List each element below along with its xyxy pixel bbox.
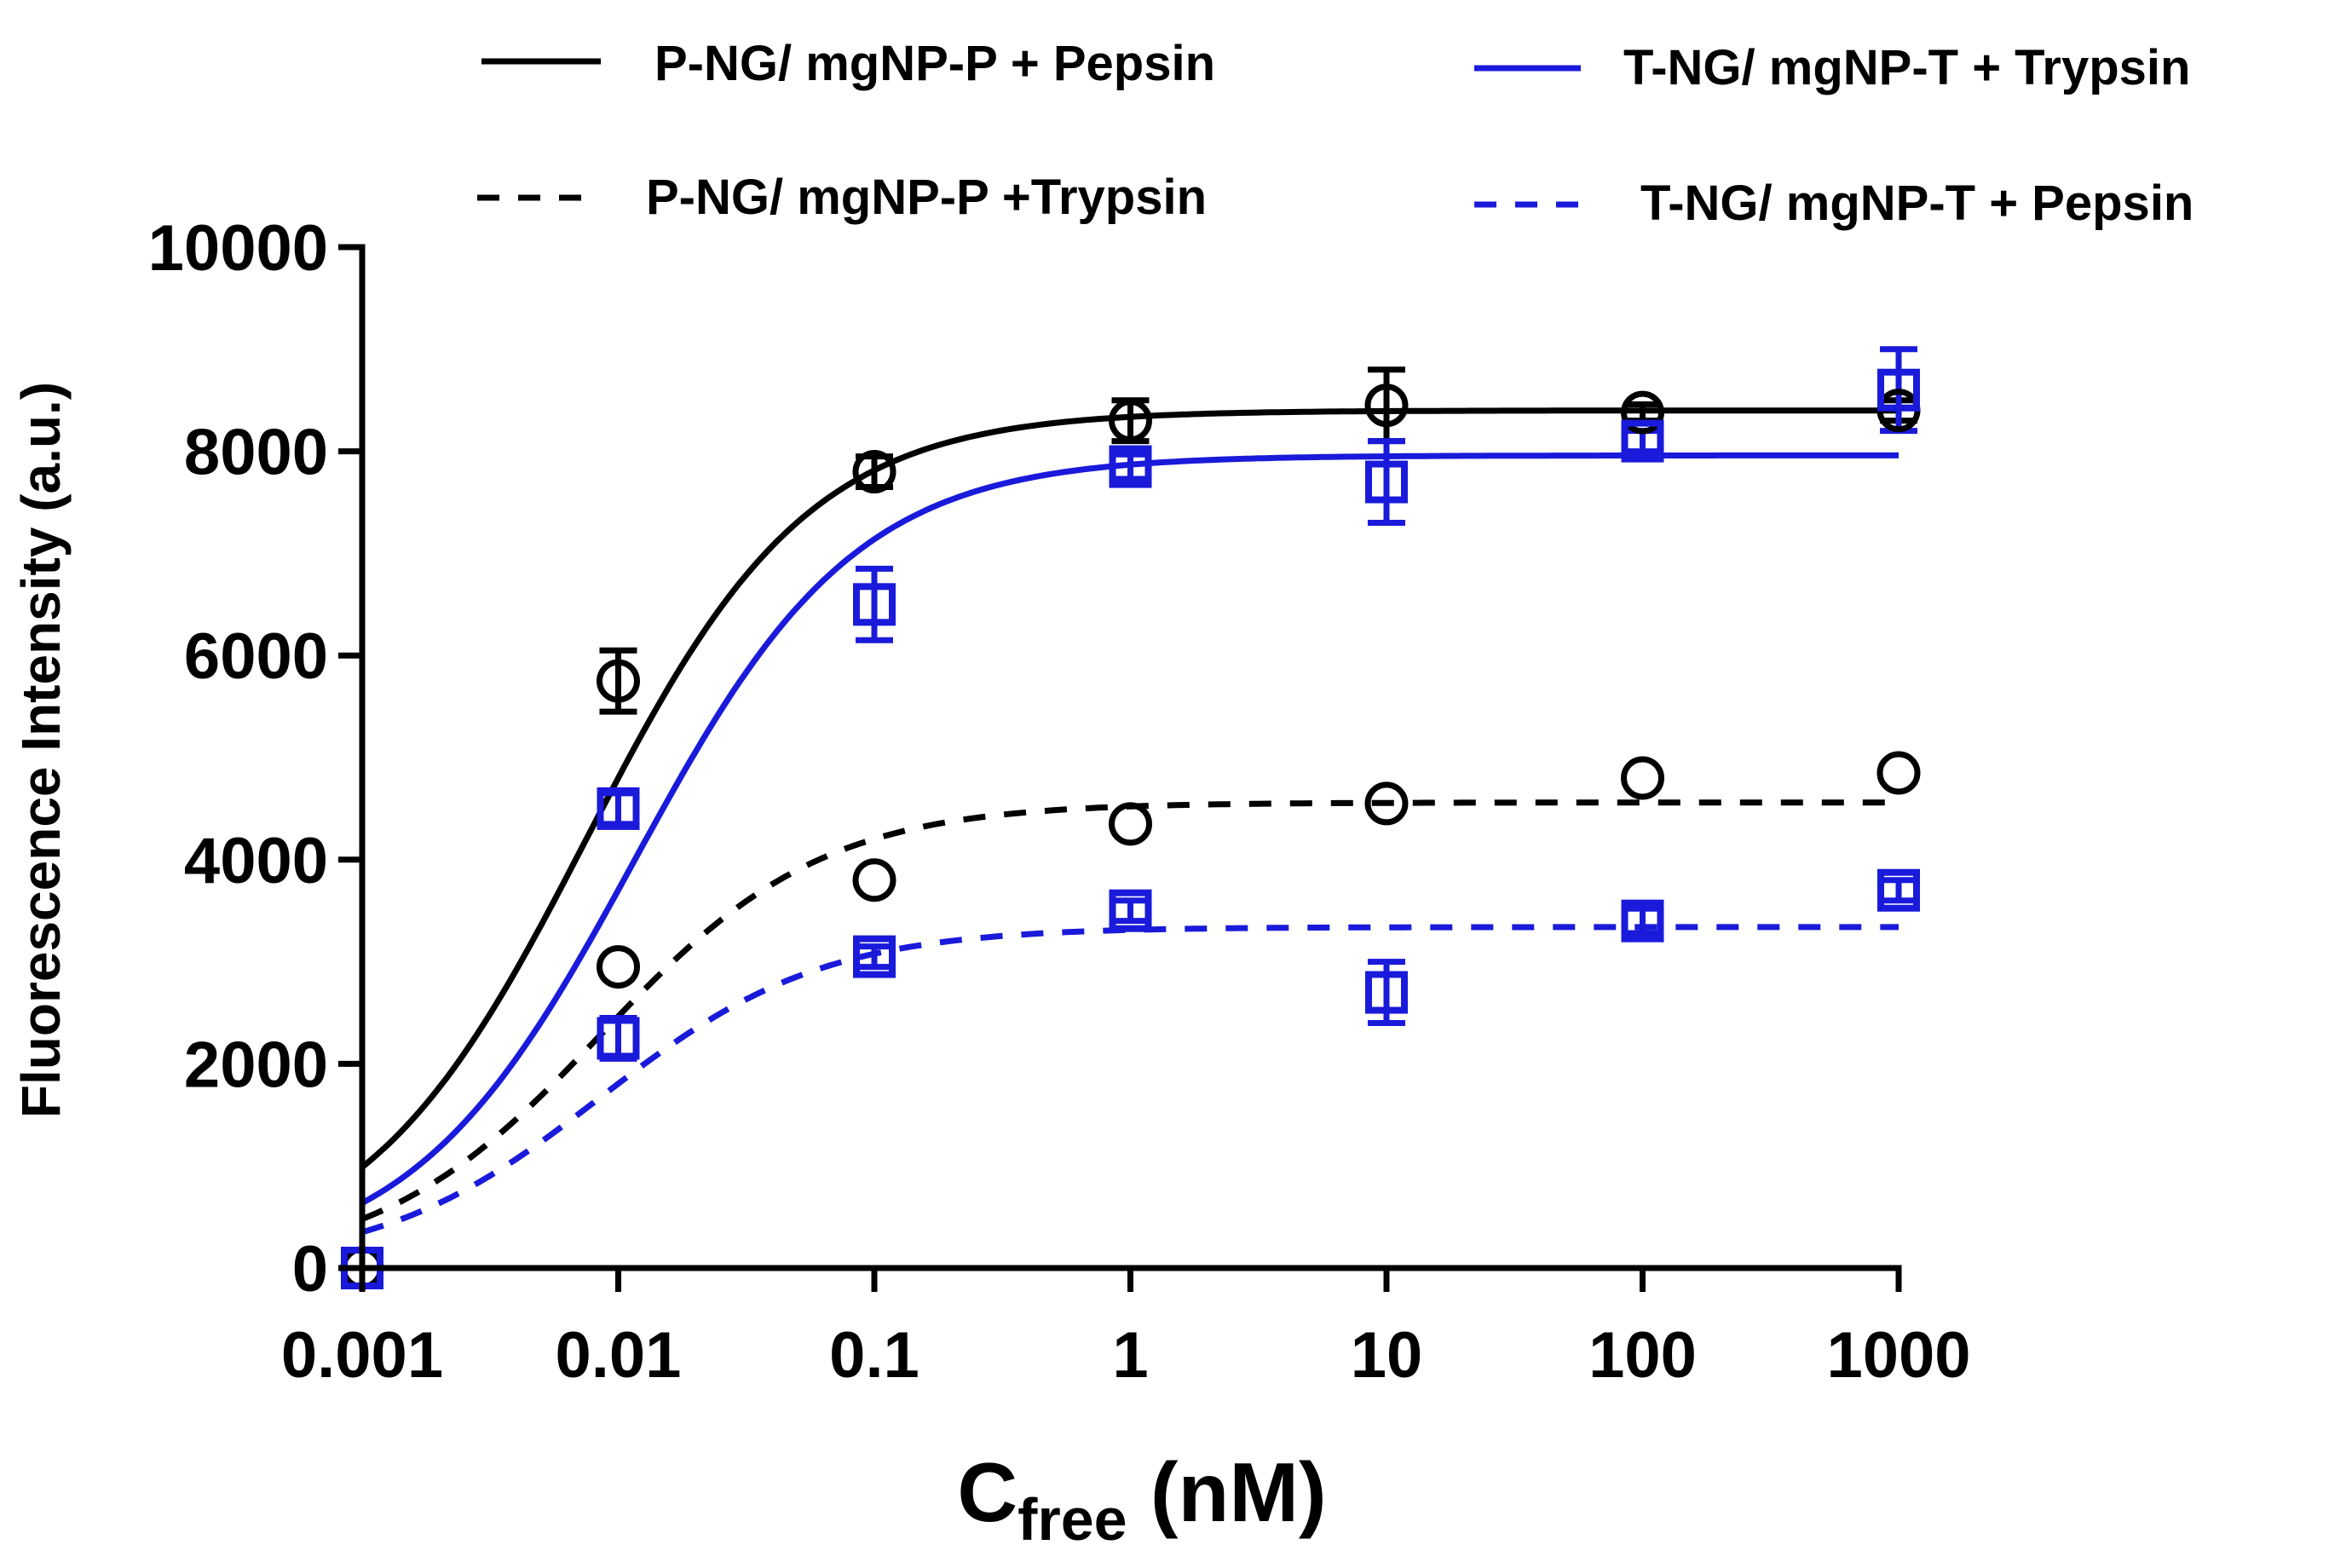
data-point-circle: [597, 659, 640, 703]
data-point-circle: [852, 858, 896, 902]
legend-item: T-NG/ mgNP-T + Trypsin: [1474, 40, 2190, 95]
x-tick-label: 0.1: [829, 1319, 919, 1392]
fit-curves-group: [360, 407, 1899, 1236]
data-point-square: [1877, 868, 1920, 912]
data-point-square: [1621, 419, 1664, 463]
fit-curve: [360, 799, 1899, 1222]
data-point-square: [853, 583, 896, 626]
y-tick-label: 2000: [184, 1029, 328, 1101]
fit-curve: [360, 407, 1899, 1170]
x-axis-title-main: C: [957, 1445, 1017, 1539]
data-point-square: [1877, 368, 1920, 412]
data-point-circle: [1621, 390, 1664, 435]
y-tick-label: 8000: [184, 417, 328, 489]
data-point-circle: [1109, 802, 1152, 846]
data-point-square: [597, 787, 640, 830]
x-axis-title-subscript: free: [1017, 1486, 1127, 1553]
data-point-square: [597, 1017, 640, 1060]
legend-label: T-NG/ mgNP-T + Trypsin: [1623, 40, 2190, 95]
legend-item: P-NG/ mgNP-P +Trypsin: [477, 170, 1207, 225]
y-axis-title: Fluorescence Intensity (a.u.): [10, 382, 72, 1118]
y-tick-label: 4000: [184, 825, 328, 897]
data-point-square: [853, 935, 896, 978]
x-tick-label: 1000: [1826, 1319, 1970, 1392]
data-point-square: [1109, 889, 1152, 932]
y-tick-label: 0: [292, 1233, 328, 1306]
x-tick-label: 100: [1588, 1319, 1697, 1392]
legend: P-NG/ mgNP-P + Pepsin T-NG/ mgNP-T + Try…: [477, 36, 2194, 231]
data-point-square: [1621, 899, 1664, 943]
legend-item: T-NG/ mgNP-T + Pepsin: [1474, 176, 2194, 231]
data-point-circle: [597, 945, 640, 989]
x-ticks-group: 0.001 0.01 0.1 1 10 100 1000: [281, 1268, 1971, 1392]
data-point-circle: [1364, 383, 1409, 428]
data-point-circle: [1109, 399, 1152, 443]
x-axis-title-unit: (nM): [1127, 1445, 1327, 1539]
x-tick-label: 1: [1112, 1319, 1148, 1392]
data-point-circle: [1621, 756, 1664, 800]
data-point-circle: [1876, 751, 1921, 795]
y-tick-label: 6000: [184, 620, 328, 693]
markers-group: [340, 368, 1921, 1290]
legend-label: T-NG/ mgNP-T + Pepsin: [1640, 176, 2194, 231]
data-point-square: [1365, 971, 1408, 1014]
fit-curve: [361, 924, 1899, 1236]
data-point-square: [1365, 460, 1408, 504]
legend-item: P-NG/ mgNP-P + Pepsin: [481, 36, 1215, 91]
data-point-square: [1109, 445, 1152, 488]
x-tick-label: 0.01: [556, 1319, 682, 1392]
legend-label: P-NG/ mgNP-P +Trypsin: [646, 170, 1207, 225]
y-ticks-group: 0 2000 4000 6000 8000 10000: [148, 212, 362, 1306]
x-tick-label: 0.001: [281, 1319, 443, 1392]
y-tick-label: 10000: [148, 212, 328, 285]
data-point-circle: [852, 450, 896, 494]
data-point-circle: [1364, 781, 1409, 826]
legend-label: P-NG/ mgNP-P + Pepsin: [654, 36, 1215, 91]
x-axis-title: Cfree (nM): [957, 1445, 1326, 1553]
x-tick-label: 10: [1351, 1319, 1423, 1392]
